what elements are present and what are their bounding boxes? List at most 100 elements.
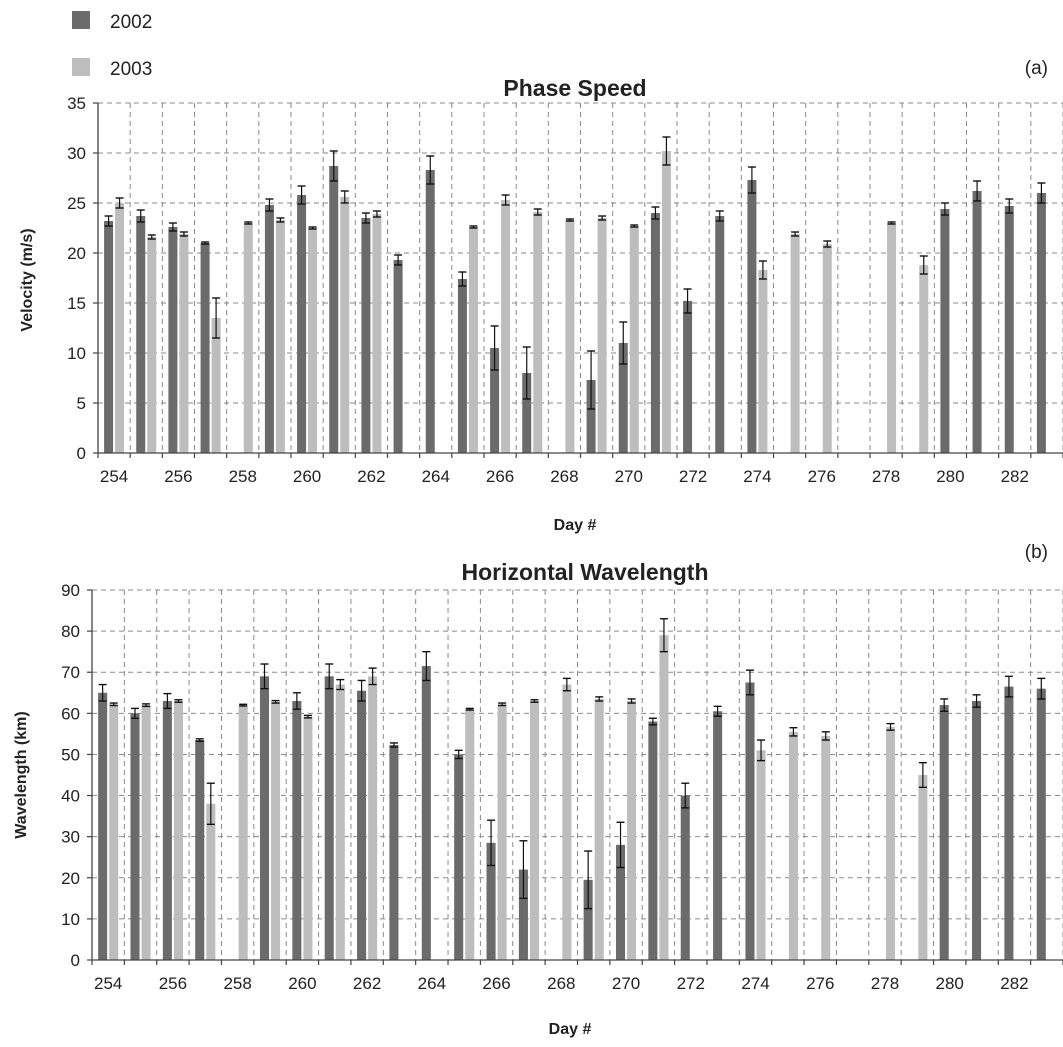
panel-b-bar-2002-283 <box>1036 688 1046 960</box>
panel-b-x-tick-label: 276 <box>806 974 834 993</box>
panel-b-bar-2003-279 <box>918 775 928 960</box>
panel-b-bar-2003-276 <box>821 735 831 960</box>
panel-b-bar-2003-257 <box>206 803 216 960</box>
panel-b-xlabel: Day # <box>549 1021 592 1038</box>
panel-b-x-tick-label: 264 <box>418 974 446 993</box>
panel-a-bar-2002-274 <box>747 180 757 453</box>
panel-a-bar-2003-254 <box>115 203 125 453</box>
panel-a-bar-2003-275 <box>790 234 800 453</box>
panel-a-bar-2002-272 <box>683 301 693 453</box>
panel-b-y-tick-label: 50 <box>61 745 80 764</box>
panel-a-bar-2002-264 <box>425 170 435 453</box>
panel-b-x-tick-label: 280 <box>936 974 964 993</box>
panel-a-bar-2003-259 <box>275 220 285 453</box>
panel-b-bar-2003-267 <box>529 701 540 960</box>
panel-b-bar-2002-255 <box>130 713 140 960</box>
panel-b-bar-2003-268 <box>562 684 572 960</box>
panel-b-y-tick-label: 10 <box>61 910 80 929</box>
panel-a-bar-2003-276 <box>822 244 832 453</box>
panel-a-bar-2002-269 <box>586 380 596 453</box>
panel-a-bar-2002-271 <box>650 213 660 453</box>
panel-a-x-tick-label: 262 <box>357 467 385 486</box>
panel-a-bar-2002-280 <box>940 209 950 453</box>
panel-a-bar-2002-256 <box>168 227 178 453</box>
panel-b-bar-2002-263 <box>389 744 399 960</box>
panel-a-bar-2003-261 <box>340 197 350 453</box>
panel-a-ylabel: Velocity (m/s) <box>19 228 36 331</box>
panel-b-x-tick-label: 282 <box>1000 974 1028 993</box>
panel-b-y-tick-label: 80 <box>61 622 80 641</box>
panel-b-bar-2003-258 <box>238 705 248 960</box>
panel-a-bar-2002-262 <box>361 218 371 453</box>
panel-b-bar-2002-261 <box>324 676 334 960</box>
legend-swatch-2003 <box>72 58 90 76</box>
panel-a-bar-2003-267 <box>533 212 543 453</box>
panel-a-bar-2002-283 <box>1036 193 1046 453</box>
panel-b-label: (b) <box>1025 542 1048 563</box>
panel-b-bar-2003-269 <box>594 698 604 960</box>
panel-b-bar-2003-265 <box>465 709 475 960</box>
panel-a-x-tick-label: 268 <box>550 467 578 486</box>
panel-b-x-tick-label: 256 <box>159 974 187 993</box>
panel-b-bar-2002-257 <box>195 740 205 960</box>
panel-b-bar-2002-271 <box>648 721 658 960</box>
panel-a-x-tick-label: 282 <box>1001 467 1029 486</box>
panel-a-bar-2003-270 <box>629 226 639 453</box>
panel-a-bar-2002-273 <box>715 216 725 453</box>
panel-b-bar-2002-262 <box>357 690 367 960</box>
panel-b-bar-2003-278 <box>885 726 896 960</box>
panel-b-bar-2002-256 <box>162 701 172 960</box>
panel-a-y-tick-label: 25 <box>67 194 86 213</box>
panel-b-x-tick-label: 278 <box>871 974 899 993</box>
panel-a-bar-2003-279 <box>919 265 929 453</box>
panel-a-bar-2003-262 <box>372 214 382 453</box>
panel-b-x-tick-label: 270 <box>612 974 640 993</box>
panel-b-x-tick-label: 268 <box>547 974 575 993</box>
panel-a-x-tick-label: 272 <box>679 467 707 486</box>
panel-a-x-tick-label: 270 <box>615 467 643 486</box>
panel-b-y-tick-label: 90 <box>61 581 80 600</box>
panel-b-y-tick-label: 30 <box>61 828 80 847</box>
panel-a-label: (a) <box>1025 58 1048 79</box>
panel-a-bar-2003-269 <box>597 218 607 453</box>
panel-a-y-tick-label: 35 <box>67 94 86 113</box>
legend-label-2002: 2002 <box>110 12 152 33</box>
panel-a-bar-2002-282 <box>1004 206 1014 453</box>
panel-a-bar-2003-258 <box>243 223 253 453</box>
panel-b-bar-2002-264 <box>421 666 431 960</box>
panel-a-y-tick-label: 5 <box>77 394 86 413</box>
panel-b-bar-2003-266 <box>497 704 507 960</box>
panel-a-bar-2003-265 <box>468 227 478 453</box>
panel-a-x-tick-label: 276 <box>808 467 836 486</box>
panel-b-ylabel: Wavelength (km) <box>13 711 30 838</box>
panel-b-y-tick-label: 60 <box>61 704 80 723</box>
panel-b-x-tick-label: 272 <box>677 974 705 993</box>
panel-a-y-tick-label: 10 <box>67 344 86 363</box>
panel-a-y-tick-label: 0 <box>77 444 86 463</box>
panel-b-bar-2002-267 <box>518 869 528 960</box>
panel-b-bar-2003-262 <box>368 676 378 960</box>
panel-b-bar-2003-274 <box>756 750 766 960</box>
panel-a-x-tick-label: 258 <box>229 467 257 486</box>
panel-a-bar-2002-263 <box>393 260 403 453</box>
legend: 2002 2003 <box>72 11 152 80</box>
panel-a-bar-2002-267 <box>522 373 532 453</box>
panel-b-bar-2003-275 <box>788 731 798 960</box>
panel-b-bar-2002-265 <box>454 754 464 960</box>
panel-b-bar-2002-282 <box>1004 686 1014 960</box>
panel-b-bar-2002-254 <box>98 692 108 960</box>
panel-a-bar-2002-266 <box>490 348 500 453</box>
panel-a-y-tick-label: 20 <box>67 244 86 263</box>
panel-b-bar-2003-259 <box>271 701 281 960</box>
panel-a-xlabel: Day # <box>554 517 597 534</box>
panel-b-bar-2003-260 <box>303 716 313 960</box>
panel-a-bar-2002-281 <box>972 191 982 453</box>
panel-b-bar-2002-260 <box>292 701 302 960</box>
panel-b-x-tick-label: 262 <box>353 974 381 993</box>
panel-a-bar-2002-270 <box>618 343 628 453</box>
panel-a-title: Phase Speed <box>503 75 646 101</box>
panel-b-x-tick-label: 258 <box>223 974 251 993</box>
panel-b-bar-2002-273 <box>713 711 723 960</box>
panel-b-bar-2003-254 <box>109 704 119 960</box>
